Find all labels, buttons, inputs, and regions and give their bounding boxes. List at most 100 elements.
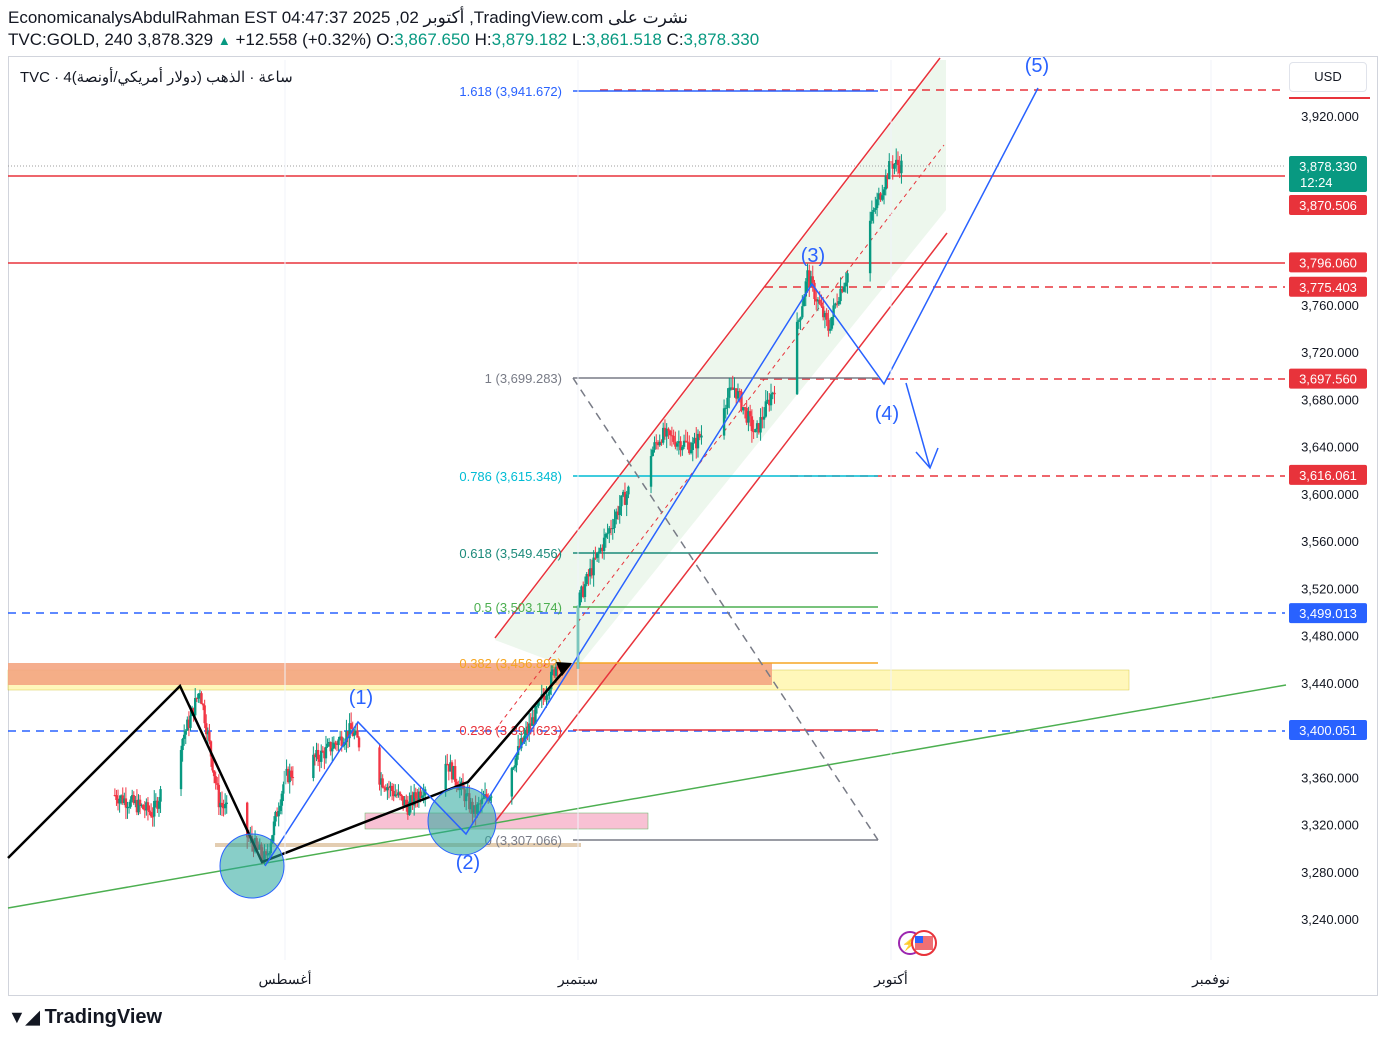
candle-body (750, 416, 754, 432)
candle-body (282, 784, 285, 794)
elliott-wave-path (264, 87, 1039, 867)
candle-body (214, 776, 217, 784)
candle-body (285, 768, 288, 771)
candle-body (379, 778, 383, 785)
fib-level-label: 0.382 (3,456.892) (459, 656, 562, 671)
candles (113, 148, 903, 866)
fib-level-label: 0.618 (3,549.456) (459, 546, 562, 561)
candle-body (535, 705, 539, 707)
publish-header: EconomicanalysAbdulRahman EST 04:47:37 2… (8, 8, 688, 27)
fibonacci-labels: 1.618 (3,941.672) 1 (3,699.283) 0.786 (3,6… (459, 84, 562, 848)
candle-body (689, 449, 693, 454)
candle-body (279, 805, 282, 812)
candle-body (677, 441, 681, 444)
candle-body (583, 584, 587, 597)
black-arrow-head (556, 662, 572, 676)
candle-body (140, 805, 143, 807)
candle-body (523, 735, 526, 742)
candle-body (653, 442, 656, 450)
candle-body (667, 428, 670, 431)
candle-body (513, 765, 517, 768)
candle-body (179, 750, 183, 790)
candle-body (353, 733, 356, 736)
candle-body (601, 547, 604, 552)
candle-body (660, 441, 663, 443)
candle-body (670, 435, 674, 437)
candle-body (620, 495, 623, 507)
candle-body (752, 431, 755, 433)
price-badge-label: 3,775.403 (1299, 280, 1357, 295)
candle-body (674, 441, 677, 447)
fib-level-label: 1 (3,699.283) (485, 371, 562, 386)
candle-body (693, 437, 696, 443)
candle-body (592, 557, 595, 576)
low-label: L: (571, 30, 587, 49)
symbol-name[interactable]: TVC:GOLD, 240 (8, 30, 133, 49)
candle-body (450, 762, 454, 780)
candle-body (338, 736, 342, 740)
candle-body (531, 717, 534, 726)
time-axis[interactable]: أغسطس سبتمبر أكتوبر نوفمبر (258, 60, 1230, 988)
candle-body (146, 802, 150, 811)
demand-zone-tan (215, 843, 581, 847)
candle-body (220, 802, 224, 806)
candle-body (877, 193, 881, 200)
y-tick-label: 3,640.000 (1301, 440, 1359, 455)
y-tick-label: 3,560.000 (1301, 534, 1359, 549)
price-badge-label: 3,870.506 (1299, 198, 1357, 213)
candle-body (766, 399, 769, 402)
candle-body (444, 763, 447, 790)
candle-body (799, 317, 802, 321)
y-tick-label: 3,240.000 (1301, 912, 1359, 927)
y-tick-label: 3,760.000 (1301, 298, 1359, 313)
candle-body (553, 669, 556, 676)
candle-body (741, 407, 745, 411)
candle-body (556, 666, 559, 669)
candle-body (663, 427, 667, 437)
news-event-icon[interactable]: ⚡ (898, 930, 937, 956)
candle-body (658, 441, 661, 446)
candle-body (206, 731, 210, 735)
price-badge-label: 3,499.013 (1299, 606, 1357, 621)
candle-body (397, 792, 400, 796)
price-axis[interactable]: 3,240.000 3,280.000 3,320.000 3,360.000 3,40… (1301, 109, 1359, 927)
currency-button[interactable]: USD (1289, 62, 1367, 92)
candle-body (795, 321, 799, 395)
candle-body (145, 802, 148, 811)
y-tick-label: 3,680.000 (1301, 392, 1359, 407)
candle-body (345, 731, 348, 743)
candle-body (551, 669, 554, 672)
candle-body (622, 491, 625, 496)
candle-body (837, 301, 841, 305)
up-arrow-icon: ▲ (217, 33, 231, 48)
candle-body (524, 729, 528, 736)
candle-body (886, 175, 889, 180)
symbol-ohlc-row: TVC:GOLD, 240 3,878.329 ▲ +12.558 (+0.32… (8, 30, 759, 50)
candle-body (615, 511, 618, 520)
candle-body (696, 433, 700, 449)
candle-body (868, 220, 872, 274)
candle-body (156, 800, 159, 809)
candle-body (754, 429, 757, 433)
candle-body (870, 211, 874, 221)
open-label: O: (376, 30, 395, 49)
candle-body (891, 163, 894, 169)
candle-body (395, 794, 399, 796)
candle-body (582, 586, 585, 597)
candle-body (743, 407, 747, 409)
y-tick-label: 3,920.000 (1301, 109, 1359, 124)
candle-body (599, 547, 602, 552)
candle-body (129, 799, 132, 807)
candle-body (420, 795, 424, 798)
candle-body (728, 387, 731, 398)
candle-body (157, 801, 161, 809)
candle-body (649, 456, 653, 487)
wave-label: (5) (1025, 55, 1049, 77)
candle-body (700, 435, 703, 438)
candle-body (731, 387, 734, 390)
candle-body (546, 694, 550, 696)
wave-label: (1) (349, 687, 373, 709)
candle-body (597, 551, 601, 553)
candle-body (181, 738, 184, 751)
